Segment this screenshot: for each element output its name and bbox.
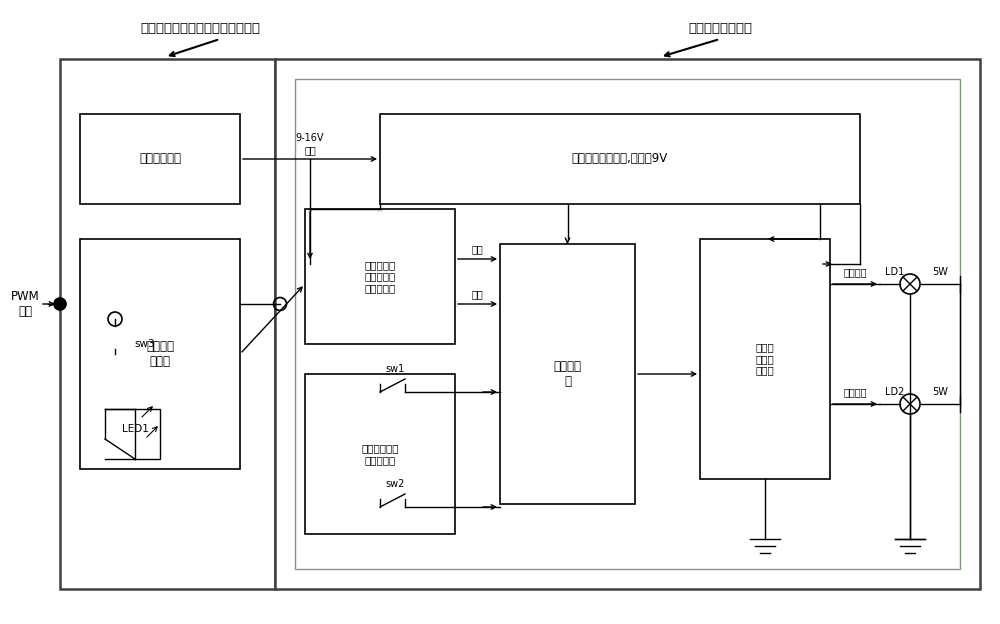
Bar: [305, 209, 455, 344]
Text: 开关电平信
号转换为触
发信号模块: 开关电平信 号转换为触 发信号模块: [364, 260, 396, 293]
Text: 双路触发
器: 双路触发 器: [554, 360, 582, 388]
Text: sw1: sw1: [385, 364, 405, 374]
Text: sw3: sw3: [135, 339, 155, 349]
Text: 后室内灯控制模块: 后室内灯控制模块: [688, 22, 752, 36]
Bar: [305, 374, 455, 534]
Text: 前顶灯模块以及车身电源控制部分: 前顶灯模块以及车身电源控制部分: [140, 22, 260, 36]
Text: 双通道
驱动灯
泡芯片: 双通道 驱动灯 泡芯片: [756, 343, 774, 376]
Text: 电源供电模块: 电源供电模块: [139, 152, 181, 165]
Text: 置位: 置位: [472, 244, 483, 254]
Bar: [80, 239, 240, 469]
Text: 后顶灯右: 后顶灯右: [843, 387, 867, 397]
Bar: [380, 114, 860, 204]
Text: sw2: sw2: [385, 479, 405, 489]
Bar: [80, 114, 240, 204]
Circle shape: [54, 298, 66, 310]
Text: 电源稳压滤波模块,稳压到9V: 电源稳压滤波模块,稳压到9V: [572, 152, 668, 165]
Bar: [295, 79, 960, 569]
Bar: [500, 244, 635, 504]
Text: 后顶灯左: 后顶灯左: [843, 267, 867, 277]
Bar: [275, 59, 980, 589]
Text: 复位: 复位: [472, 289, 483, 299]
Text: LD2: LD2: [885, 387, 905, 397]
Text: PWM
输入: PWM 输入: [11, 290, 39, 318]
Text: 5W: 5W: [932, 387, 948, 397]
Text: LED1: LED1: [122, 424, 148, 434]
Text: 9-16V
电源: 9-16V 电源: [296, 133, 324, 155]
Text: 5W: 5W: [932, 267, 948, 277]
Bar: [700, 239, 830, 479]
Bar: [60, 59, 275, 589]
Text: 后顶灯左右开
关去抖电路: 后顶灯左右开 关去抖电路: [361, 443, 399, 465]
Text: 前顶灯总
控开关: 前顶灯总 控开关: [146, 340, 174, 368]
Text: LD1: LD1: [885, 267, 905, 277]
